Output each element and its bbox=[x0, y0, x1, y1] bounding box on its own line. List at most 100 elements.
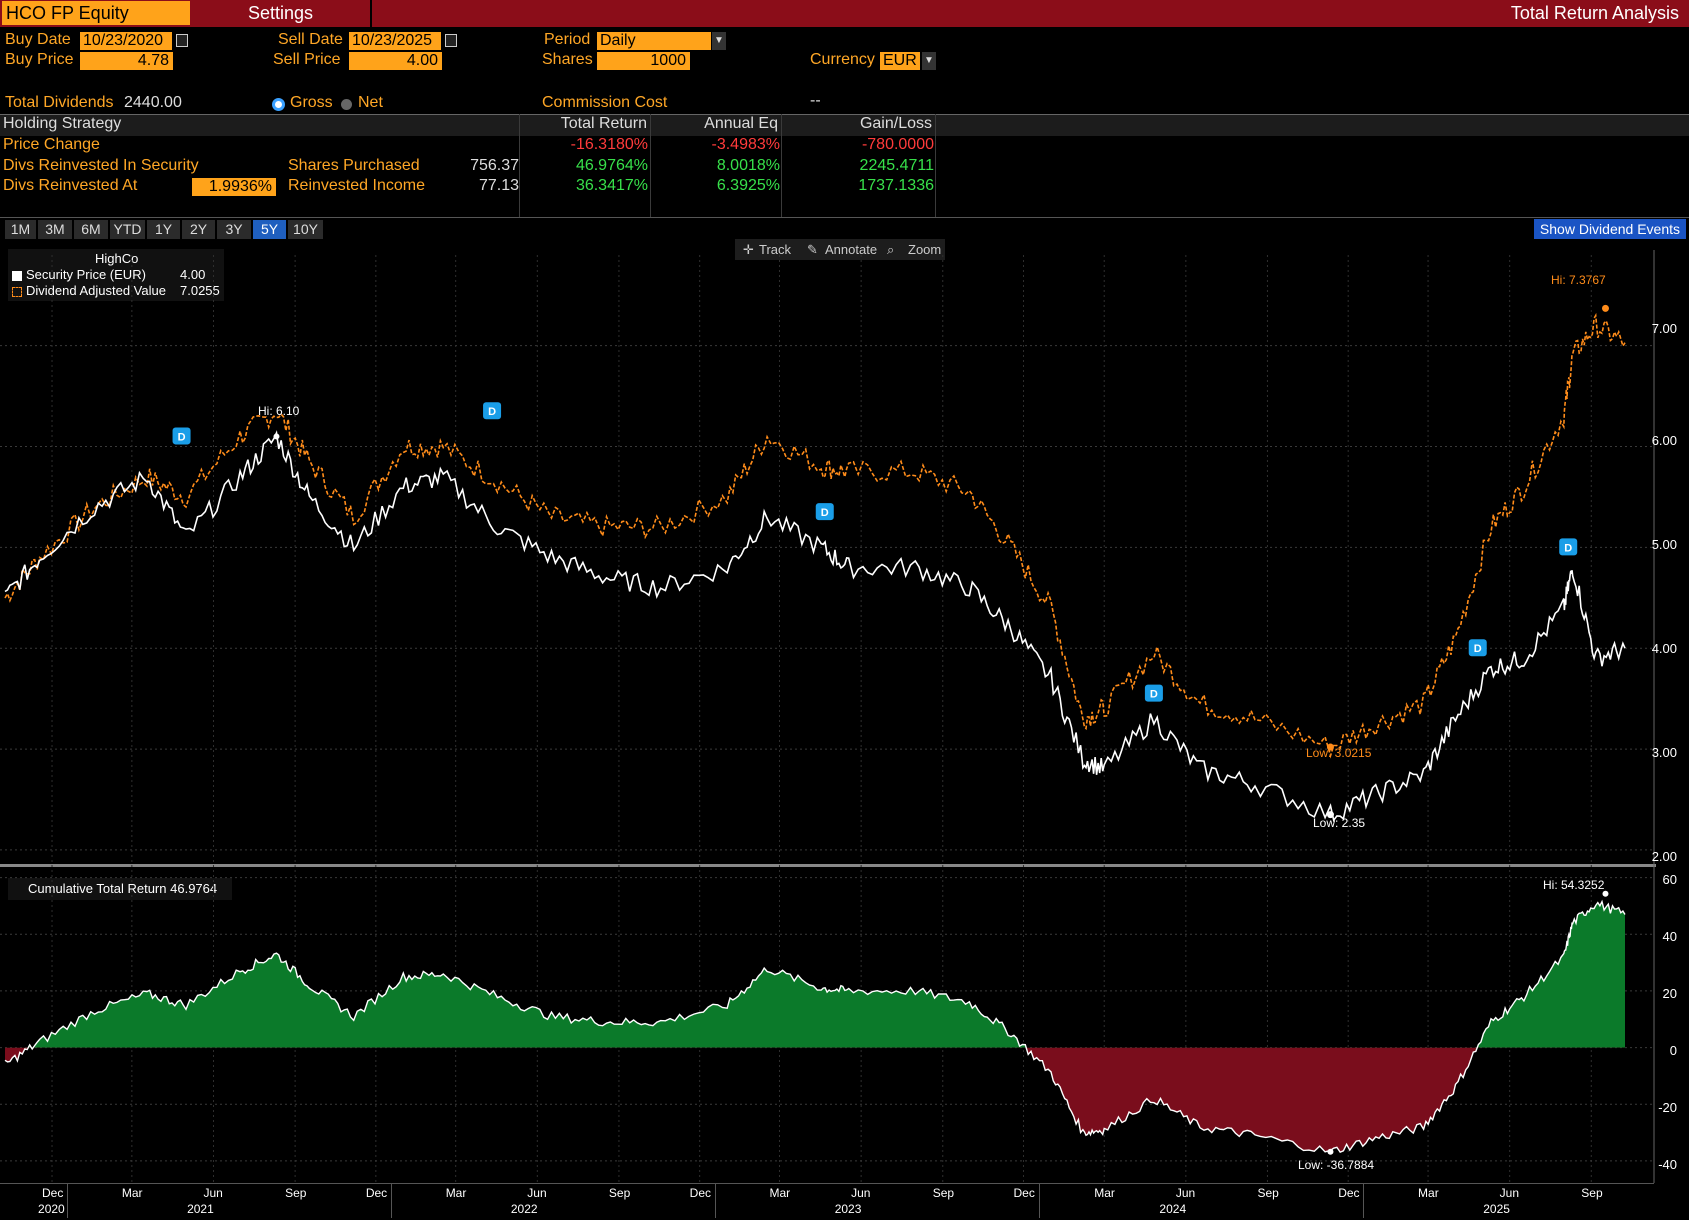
legend-item-adjusted[interactable]: Dividend Adjusted Value bbox=[12, 283, 166, 298]
legend-adjusted-value: 7.0255 bbox=[180, 283, 220, 298]
currency-select[interactable]: EUR bbox=[880, 52, 920, 70]
legend-adjusted-label: Dividend Adjusted Value bbox=[26, 283, 166, 298]
range-6m-button[interactable]: 6M bbox=[74, 220, 108, 239]
annotation-hi-adjusted: Hi: 7.3767 bbox=[1551, 273, 1606, 287]
x-year-divider bbox=[1363, 1184, 1365, 1218]
range-1m-button[interactable]: 1M bbox=[5, 220, 36, 239]
range-2y-button[interactable]: 2Y bbox=[182, 220, 215, 239]
sell-date-field[interactable]: 10/23/2025 bbox=[349, 32, 441, 50]
shares-purchased-label: Shares Purchased bbox=[288, 157, 420, 174]
row-divs-at-annual: 6.3925% bbox=[716, 177, 780, 194]
net-radio[interactable] bbox=[341, 99, 352, 110]
settings-menu[interactable]: Settings bbox=[248, 3, 314, 23]
range-5y-button[interactable]: 5Y bbox=[253, 220, 286, 239]
buy-price-field[interactable]: 4.78 bbox=[80, 52, 173, 70]
legend-price-label: Security Price (EUR) bbox=[26, 267, 146, 282]
row-divs-at-gain: 1737.1336 bbox=[858, 177, 934, 194]
x-year-divider bbox=[714, 1184, 716, 1218]
y-tick-bottom: 0 bbox=[1669, 1043, 1677, 1058]
legend-price-value: 4.00 bbox=[180, 267, 206, 282]
header-gain-loss: Gain/Loss bbox=[859, 115, 932, 132]
net-label[interactable]: Net bbox=[358, 94, 383, 111]
row-divs-reinvested-label: Divs Reinvested In Security bbox=[3, 157, 199, 174]
total-dividends-value: 2440.00 bbox=[124, 94, 182, 111]
crosshair-icon[interactable]: ✛ bbox=[743, 242, 754, 257]
annotation-hi-price: Hi: 6.10 bbox=[258, 404, 300, 418]
table-divider bbox=[935, 114, 936, 218]
annotation-hi-return: Hi: 54.3252 bbox=[1543, 878, 1605, 892]
gross-label[interactable]: Gross bbox=[290, 94, 333, 111]
annotation-low-price: Low: 2.35 bbox=[1313, 816, 1366, 830]
pencil-icon[interactable]: ✎ bbox=[807, 242, 818, 257]
row-price-change-total: -16.3180% bbox=[570, 136, 648, 153]
gross-radio[interactable] bbox=[272, 98, 285, 111]
shares-label: Shares bbox=[542, 51, 593, 68]
x-tick-month: Jun bbox=[203, 1186, 223, 1200]
header-total-return: Total Return bbox=[560, 115, 647, 132]
x-tick-month: Mar bbox=[769, 1186, 791, 1200]
table-divider bbox=[781, 114, 782, 218]
row-divs-at-total: 36.3417% bbox=[575, 177, 648, 194]
calendar-icon[interactable] bbox=[176, 34, 188, 47]
range-1y-button[interactable]: 1Y bbox=[147, 220, 180, 239]
range-3y-button[interactable]: 3Y bbox=[217, 220, 251, 239]
x-year-divider bbox=[390, 1184, 392, 1218]
legend-item-price[interactable]: Security Price (EUR) bbox=[12, 267, 146, 282]
ticker-field[interactable]: HCO FP Equity bbox=[2, 1, 190, 25]
show-dividend-events-button[interactable]: Show Dividend Events bbox=[1533, 219, 1686, 239]
y-tick-bottom: 60 bbox=[1662, 872, 1677, 887]
y-tick-top: 3.00 bbox=[1651, 745, 1677, 760]
series-line-return bbox=[4, 899, 1626, 1153]
x-tick-month: Mar bbox=[121, 1186, 143, 1200]
zoom-button[interactable]: Zoom bbox=[908, 242, 942, 257]
dividend-marker-label: D bbox=[1474, 643, 1482, 655]
dividend-marker-label: D bbox=[821, 507, 829, 519]
low-marker bbox=[1326, 743, 1334, 751]
reinvested-income-label: Reinvested Income bbox=[288, 177, 425, 194]
x-tick-month: Mar bbox=[445, 1186, 467, 1200]
buy-date-field[interactable]: 10/23/2020 bbox=[80, 32, 172, 50]
zoom-icon[interactable]: ⌕ bbox=[887, 242, 895, 257]
x-tick-month: Jun bbox=[1499, 1186, 1520, 1200]
row-divs-at-label: Divs Reinvested At bbox=[3, 177, 138, 194]
sell-price-field[interactable]: 4.00 bbox=[349, 52, 442, 70]
table-bottom-line bbox=[0, 217, 1689, 218]
chart-toolbar: ✛ Track ✎ Annotate ⌕ Zoom bbox=[735, 239, 945, 260]
chevron-down-icon[interactable]: ▼ bbox=[922, 52, 936, 70]
period-select[interactable]: Daily bbox=[597, 32, 711, 50]
x-tick-month: Dec bbox=[42, 1186, 64, 1200]
sell-date-label: Sell Date bbox=[278, 31, 343, 48]
y-tick-top: 2.00 bbox=[1651, 849, 1677, 864]
x-tick-year: 2024 bbox=[1159, 1202, 1187, 1216]
calendar-icon[interactable] bbox=[445, 34, 457, 47]
range-ytd-button[interactable]: YTD bbox=[110, 220, 145, 239]
x-tick-month: Sep bbox=[285, 1186, 307, 1200]
buy-price-label: Buy Price bbox=[5, 51, 74, 68]
chevron-down-icon[interactable]: ▼ bbox=[712, 32, 726, 50]
track-button[interactable]: Track bbox=[759, 242, 792, 257]
pane-splitter[interactable] bbox=[0, 864, 1656, 867]
row-divs-reinvested-annual: 8.0018% bbox=[716, 157, 780, 174]
commission-value: -- bbox=[810, 92, 821, 109]
dividend-marker bbox=[1144, 684, 1163, 702]
series-line-price bbox=[4, 430, 1626, 823]
x-tick-month: Sep bbox=[1257, 1186, 1279, 1200]
legend-return-value: 46.9764 bbox=[170, 881, 218, 896]
range-10y-button[interactable]: 10Y bbox=[288, 220, 323, 239]
reinvest-rate-field[interactable]: 1.9936% bbox=[192, 178, 276, 196]
currency-label: Currency bbox=[810, 51, 875, 68]
sell-price-label: Sell Price bbox=[273, 51, 341, 68]
y-tick-top: 5.00 bbox=[1651, 537, 1677, 552]
row-divs-reinvested-total: 46.9764% bbox=[575, 157, 648, 174]
row-price-change-gain: -780.0000 bbox=[861, 136, 934, 153]
commission-label: Commission Cost bbox=[542, 94, 668, 111]
annotate-button[interactable]: Annotate bbox=[825, 242, 878, 257]
shares-field[interactable]: 1000 bbox=[597, 52, 690, 70]
return-legend[interactable]: Cumulative Total Return 46.9764 bbox=[8, 878, 232, 900]
x-tick-month: Jun bbox=[1175, 1186, 1196, 1200]
table-divider bbox=[519, 114, 520, 218]
range-3m-button[interactable]: 3M bbox=[38, 220, 72, 239]
legend-title: HighCo bbox=[95, 251, 139, 266]
hi-marker bbox=[273, 433, 280, 440]
